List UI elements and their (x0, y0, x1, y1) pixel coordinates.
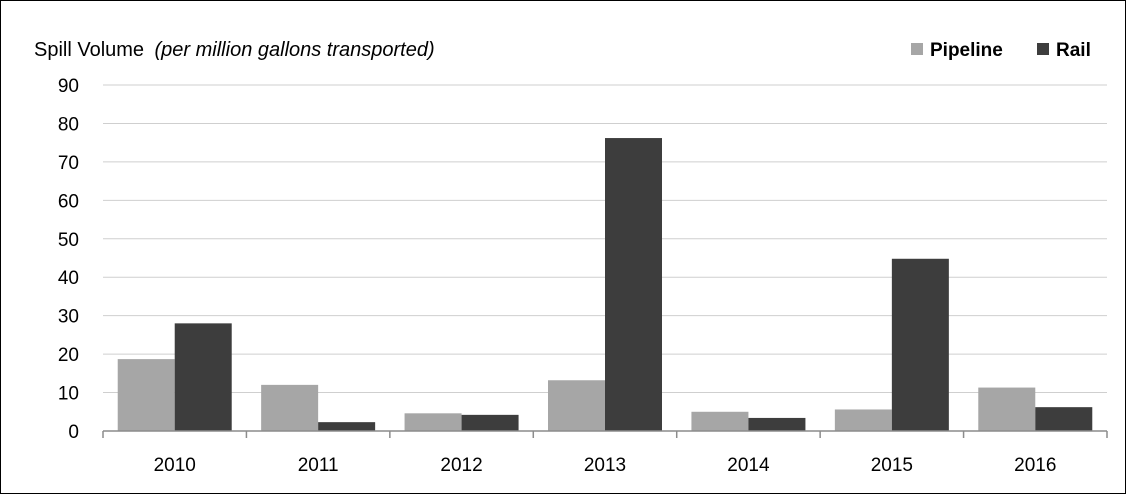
bar-rail-2012 (461, 414, 519, 431)
y-tick-label: 40 (58, 268, 79, 289)
legend: Pipeline Rail (911, 40, 1091, 61)
y-axis-ticks: 0 10 20 30 40 50 60 70 80 90 (58, 76, 79, 443)
legend-swatch-pipeline (911, 43, 923, 55)
y-tick-label: 0 (68, 422, 79, 443)
bars (117, 138, 1093, 431)
x-tick-label: 2012 (440, 455, 482, 476)
y-tick-label: 60 (58, 191, 79, 212)
bar-rail-2013 (605, 138, 662, 431)
y-tick-label: 80 (58, 114, 79, 135)
bar-pipeline-2014 (691, 411, 749, 431)
x-tick-label: 2010 (154, 455, 196, 476)
y-tick-label: 50 (58, 230, 79, 251)
legend-label-rail: Rail (1056, 40, 1091, 61)
x-tick-label: 2016 (1014, 455, 1056, 476)
x-tick-label: 2014 (727, 455, 770, 476)
bar-rail-2010 (174, 323, 232, 431)
y-tick-label: 30 (58, 307, 79, 328)
y-tick-label: 90 (58, 76, 79, 97)
chart-title-subtitle: (per million gallons transported) (155, 39, 435, 61)
bar-pipeline-2015 (834, 409, 892, 431)
bar-rail-2015 (891, 258, 949, 431)
legend-swatch-rail (1037, 43, 1049, 55)
bar-pipeline-2013 (548, 380, 605, 431)
bar-pipeline-2016 (978, 387, 1036, 431)
y-tick-label: 20 (58, 345, 79, 366)
x-axis-ticks: 2010 2011 2012 2013 2014 2015 2016 (154, 455, 1057, 476)
bar-pipeline-2012 (404, 413, 462, 431)
bar-rail-2016 (1035, 407, 1093, 431)
x-tick-label: 2013 (584, 455, 626, 476)
x-tick-label: 2011 (298, 455, 339, 476)
chart-title: Spill Volume (per million gallons transp… (34, 39, 435, 61)
chart-title-main: Spill Volume (34, 39, 144, 61)
x-axis (102, 430, 1108, 438)
bar-rail-2014 (748, 417, 806, 431)
y-tick-label: 70 (58, 153, 79, 174)
bar-pipeline-2010 (117, 359, 175, 431)
bar-pipeline-2011 (261, 384, 319, 431)
y-tick-label: 10 (58, 384, 79, 405)
bar-rail-2011 (318, 422, 376, 431)
legend-label-pipeline: Pipeline (930, 40, 1003, 61)
x-tick-label: 2015 (871, 455, 913, 476)
